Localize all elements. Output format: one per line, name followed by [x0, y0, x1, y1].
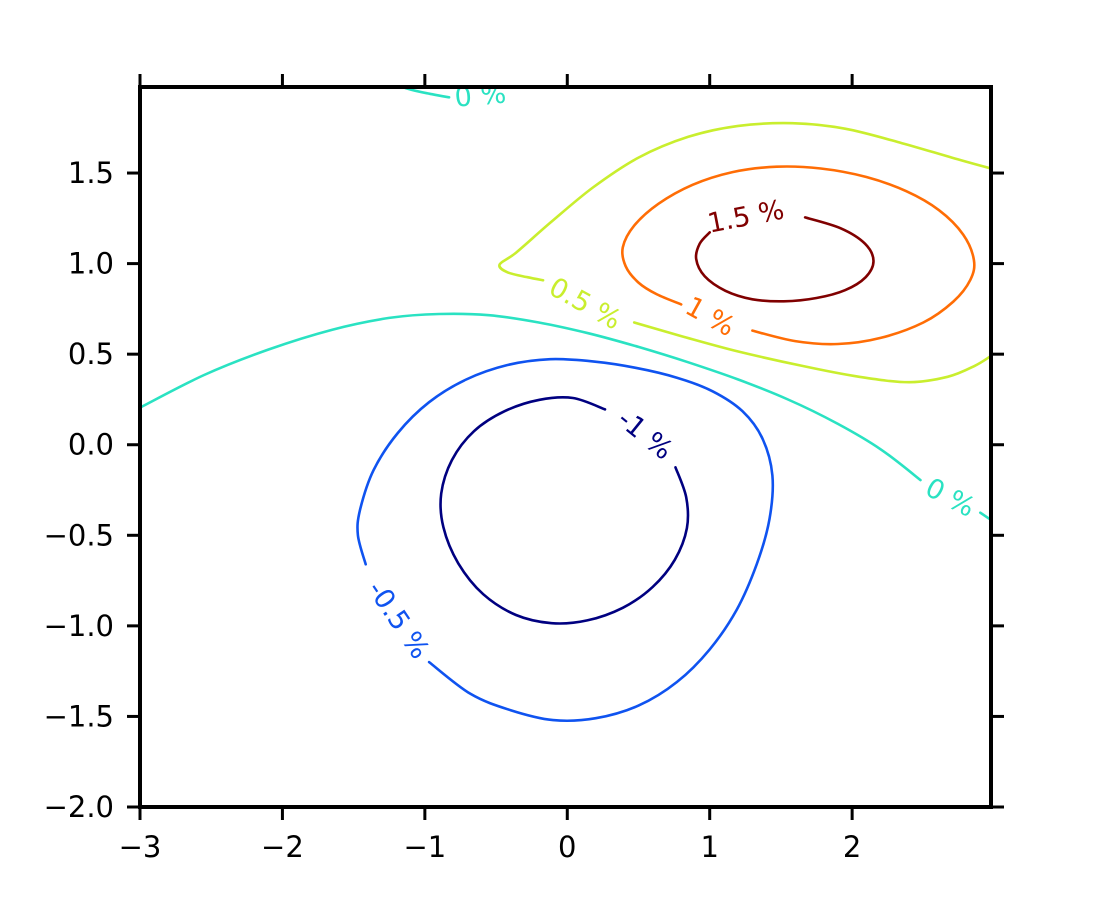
x-tick-label: −2	[261, 830, 304, 864]
contour-label-level-0: 0 %	[453, 78, 507, 113]
axes-frame	[138, 85, 993, 809]
contour-line-level-0.5	[498, 121, 991, 282]
contour-line-level--1	[439, 395, 690, 625]
contour-label-level--1: -1 %	[611, 404, 678, 467]
contour-label-level--0.5: -0.5 %	[361, 575, 435, 664]
contour-label-level-1: 1 %	[680, 291, 740, 343]
contour-label-level-1.5: 1.5 %	[705, 195, 787, 240]
y-tick-label: −1.5	[44, 699, 114, 733]
y-tick-label: −0.5	[44, 518, 114, 552]
contour-line-level-0	[140, 312, 922, 482]
x-tick-label: −1	[403, 830, 446, 864]
contour-layer: -1 %-0.5 %0 %0 %0.5 % 1 %1.5 %	[140, 78, 991, 723]
y-tick-label: −2.0	[44, 790, 114, 824]
x-tick-label: 2	[843, 830, 861, 864]
y-tick-label: 1.5	[68, 156, 114, 190]
contour-line-level-1	[620, 165, 976, 346]
y-tick-label: 0.0	[68, 428, 114, 462]
contour-line-level-1.5	[694, 216, 875, 303]
y-tick-label: 0.5	[68, 337, 114, 371]
contour-line-level-0.5	[632, 321, 991, 384]
y-tick-label: 1.0	[68, 247, 114, 281]
contour-line-level-0	[398, 87, 451, 99]
x-tick-label: −3	[119, 830, 162, 864]
y-tick-label: −1.0	[44, 609, 114, 643]
x-tick-label: 1	[700, 830, 718, 864]
contour-label-level-0: 0 %	[920, 472, 980, 524]
contour-line-level--0.5	[356, 357, 775, 723]
x-tick-label: 0	[558, 830, 576, 864]
